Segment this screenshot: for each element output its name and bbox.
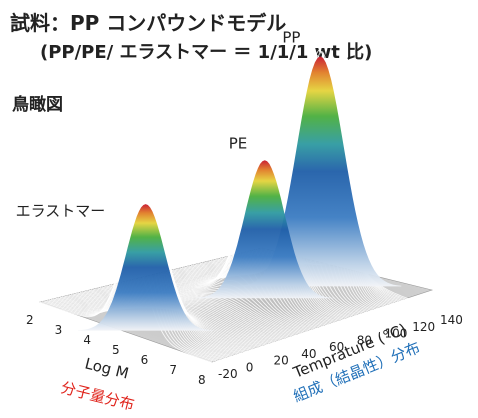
surface-ridge [175,153,348,330]
x-tick-label: 5 [112,343,120,357]
surface-ridge [179,148,353,329]
peak-labels: PP PE エラストマー [16,28,301,220]
surface-ridge [44,230,217,362]
surface-ridge [173,160,346,330]
x-axis-label: Log M [83,354,131,382]
x-tick-label: 2 [26,313,34,327]
surface-ridge [48,210,222,361]
surface-ridge [50,204,224,360]
peak-label: PE [229,134,248,152]
y-axis-ticks: -20 0 20 40 60 80 100 120 140 [218,313,463,381]
surface-ridge [53,201,226,360]
view-label: 鳥瞰図 [12,94,63,115]
surface-ridge [186,166,359,327]
surface-ridge [46,219,219,361]
peak-エラストマー [78,204,214,331]
y-tick-label: 100 [385,327,408,341]
x-tick-label: 4 [83,333,91,347]
surface-ridge [184,157,357,328]
y-tick-label: 20 [274,354,289,368]
peak-PE [195,160,334,299]
y-tick-label: 0 [246,360,254,374]
sample-composition: (PP/PE/ エラストマー ＝ 1/1/1 wt 比) [40,42,372,63]
peak-PP [239,56,402,287]
peak-layer [78,56,402,331]
surface-ridge [177,149,350,329]
x-tick-label: 6 [141,353,149,367]
y-tick-label: 60 [329,340,344,354]
peak-label: エラストマー [16,202,106,220]
y-tick-label: 40 [301,347,316,361]
x-tick-label: 3 [55,323,63,337]
x-axis-sublabel: 分子量分布 [59,378,136,414]
y-tick-label: -20 [218,367,238,381]
peak-label: PP [282,28,300,46]
x-axis-ticks: 2 3 4 5 6 7 8 [26,313,206,387]
y-tick-label: 140 [440,313,463,327]
sample-title: 試料：PP コンパウンドモデル [10,11,286,35]
y-tick-label: 80 [357,333,372,347]
y-tick-label: 120 [412,320,435,334]
x-tick-label: 8 [198,373,206,387]
x-tick-label: 7 [169,363,177,377]
